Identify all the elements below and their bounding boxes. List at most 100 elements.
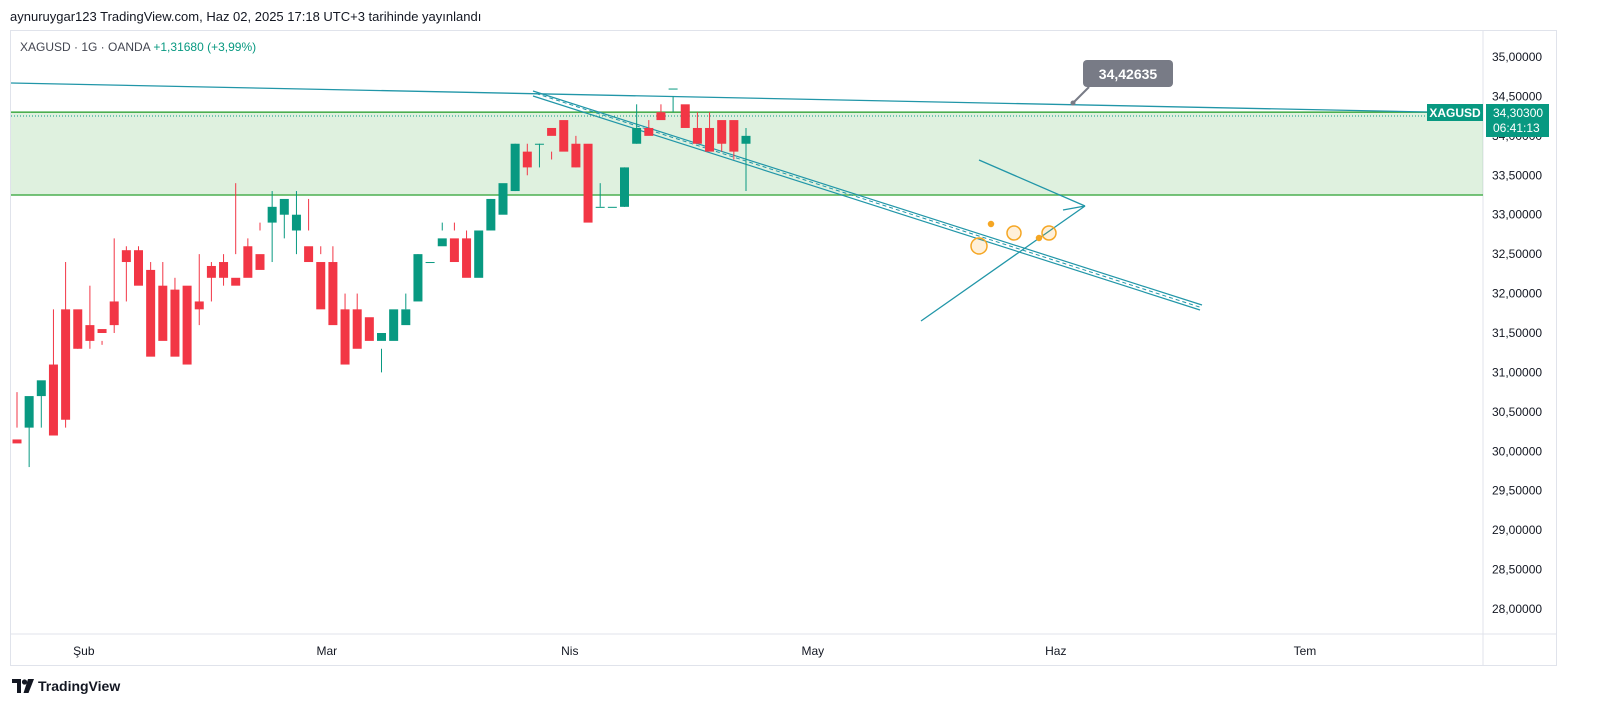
candle-body [717,120,727,144]
candle-body [449,238,459,263]
candle-body [692,127,702,144]
price-tick-label: 28,00000 [1492,602,1542,616]
channel-line-upper [532,90,1203,306]
price-tick-label: 30,00000 [1492,444,1542,458]
price-tick-label: 28,50000 [1492,563,1542,577]
candle-body [401,309,411,326]
support-touch-marker [987,220,995,228]
price-tick-label: 33,00000 [1492,208,1542,222]
triangle-pattern-upper [978,159,1086,207]
candle-body [231,277,241,286]
support-touch-marker [1035,234,1043,242]
candle-body [194,301,204,310]
candle-body [134,250,143,286]
support-touch-marker [1006,225,1022,241]
candle-body [656,112,666,121]
candle-body [328,262,338,326]
symbol-tag-label: XAGUSD [1429,106,1481,120]
candle-body [620,167,629,207]
price-tag-box [1486,104,1549,137]
candle-body [304,246,314,263]
candle-body [61,309,71,420]
time-tick-label: Şub [73,644,95,658]
price-tick-label: 35,00000 [1492,50,1542,64]
candle-body [595,206,605,208]
candle-body [644,127,654,136]
candle-body [522,151,532,168]
long-trendline [11,82,1428,113]
price-callout-label: 34,42635 [1099,66,1158,82]
chart-frame [10,30,1557,666]
time-tick-label: Mar [316,644,337,658]
candle-body [705,127,715,152]
price-tick-label: 34,50000 [1492,89,1542,103]
candle-body [279,198,289,215]
price-tick-label: 31,50000 [1492,326,1542,340]
candle-body [364,317,374,341]
candle-body [267,206,277,223]
candle-body [498,183,508,215]
symbol-info: XAGUSD · 1G · OANDA [20,40,151,54]
candle-body [389,309,399,341]
candle-body [425,262,435,264]
candle-body [291,214,301,231]
price-change: +1,31680 (+3,99%) [153,40,257,54]
candle-body [206,265,216,278]
tradingview-logo-icon [12,679,34,693]
candle-body [583,143,593,223]
candle-body [340,309,350,365]
price-tick-label: 29,00000 [1492,523,1542,537]
candle-body [474,230,484,278]
candle-body [547,127,557,136]
candle-body [146,269,156,357]
candle-body [486,198,496,231]
candle-body [219,262,229,278]
time-tick-label: Nis [561,644,578,658]
candle-body [121,250,131,263]
candle-body [741,135,751,144]
price-tick-label: 33,50000 [1492,168,1542,182]
candle-body [158,285,168,341]
candle-body [680,104,690,128]
candle-body [255,254,265,270]
resistance-zone [11,112,1483,195]
symbol-tag-box [1427,104,1483,121]
price-tick-label: 29,50000 [1492,484,1542,498]
candle-body [97,329,107,333]
time-tick-label: Haz [1045,644,1066,658]
brand-name: TradingView [38,678,121,694]
candle-body [182,285,192,365]
candle-body [243,246,253,278]
candle-body [109,301,119,326]
candle-body [170,289,180,357]
candle-body [510,143,520,192]
candle-body [48,364,58,436]
price-callout-pointer [1072,86,1090,104]
support-touch-marker [970,237,988,255]
candle-body [24,396,34,428]
candle-body [12,439,22,444]
candle-body [437,238,447,247]
time-tick-label: Tem [1294,644,1317,658]
price-tag-countdown: 06:41:13 [1493,121,1540,135]
candle-body [571,143,581,168]
candle-body [316,262,326,310]
candle-body [413,254,423,302]
candle-body [462,238,472,278]
symbol-legend: XAGUSD · 1G · OANDA +1,31680 (+3,99%) [20,40,256,54]
candle-body [73,309,83,349]
price-tag-value: 34,30300 [1493,106,1543,120]
price-tick-label: 31,00000 [1492,365,1542,379]
candle-body [559,120,569,152]
candle-body [36,380,46,397]
time-tick-label: May [801,644,824,658]
candle-body [534,143,544,145]
candle-body [377,333,386,341]
price-callout-anchor [1070,100,1076,106]
candle-body [352,309,362,349]
publish-info: aynuruygar123 TradingView.com, Haz 02, 2… [10,9,482,24]
channel-line-lower [532,95,1201,311]
candle-body [668,88,678,90]
support-touch-marker [1041,225,1057,241]
